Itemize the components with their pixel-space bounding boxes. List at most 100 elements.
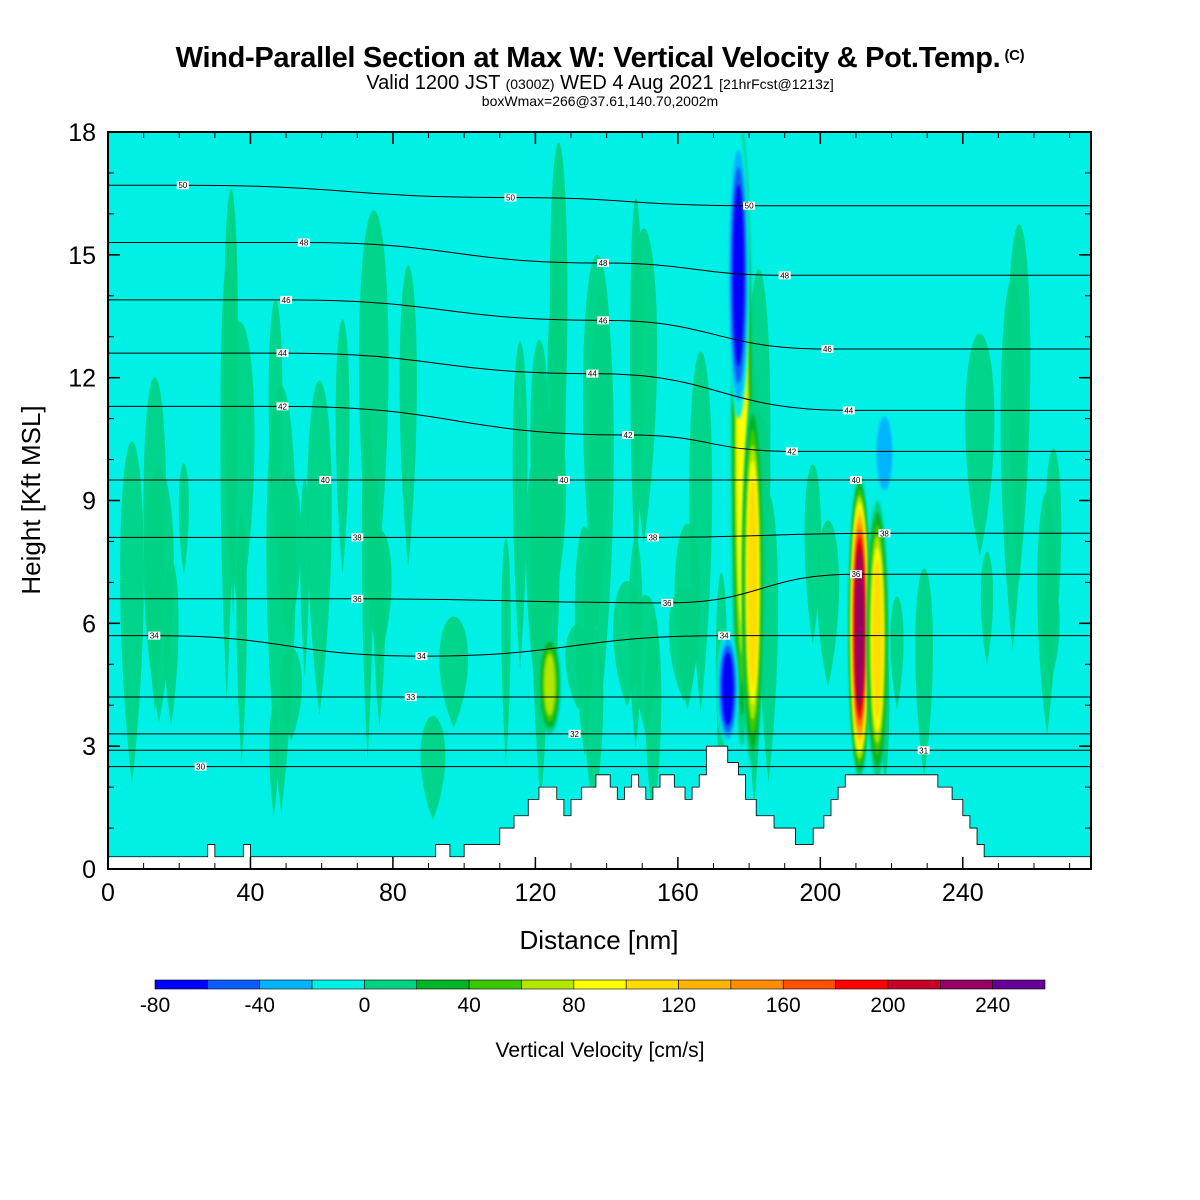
isentrope-label: 36 — [849, 570, 862, 579]
colorbar-swatch — [678, 979, 732, 990]
colorbar-tick-label: -80 — [140, 994, 170, 1017]
weak-updraft-patch — [890, 596, 904, 710]
terrain-mask — [108, 745, 1091, 869]
isentrope-line — [108, 573, 1091, 604]
isentrope-label: 38 — [351, 533, 364, 542]
colorbar-swatch — [730, 979, 784, 990]
weak-updraft-patch — [804, 464, 822, 645]
x-tick-label: 80 — [379, 879, 407, 907]
isentrope-label-text: 30 — [196, 763, 205, 772]
isentrope-label: 36 — [351, 594, 364, 604]
x-tick-label: 160 — [657, 879, 699, 907]
colorbar-tick-label: -40 — [245, 994, 275, 1017]
isentrope-label-text: 46 — [599, 316, 608, 325]
isentrope-label: 42 — [621, 430, 634, 440]
x-tick-label: 120 — [515, 879, 557, 907]
isentrope-label: 48 — [597, 259, 610, 268]
isentrope-label-text: 38 — [648, 533, 657, 542]
chart-title: Wind-Parallel Section at Max W: Vertical… — [0, 42, 1200, 75]
colorbar-swatch — [573, 979, 627, 990]
updraft-core — [747, 476, 758, 689]
isentrope-label-text: 44 — [844, 406, 853, 415]
isentrope-label: 44 — [586, 369, 599, 379]
weak-updraft-patch — [120, 441, 144, 784]
isentrope-label: 38 — [646, 533, 659, 542]
isentrope-label-text: 46 — [823, 345, 832, 354]
isentrope-label: 50 — [743, 201, 756, 211]
weak-updraft-patch — [1045, 448, 1062, 654]
colorbar-swatch — [939, 979, 993, 990]
isentrope-label: 34 — [415, 652, 428, 661]
isentrope-label-text: 36 — [353, 595, 362, 604]
isentrope-label: 40 — [557, 476, 570, 485]
colorbar-tick-label: 120 — [661, 994, 696, 1017]
updraft-core — [872, 559, 883, 721]
downdraft-core — [876, 416, 893, 491]
colorbar-tick-label: 40 — [457, 994, 480, 1017]
weak-updraft-patch — [644, 620, 662, 822]
isentrope-label: 44 — [842, 406, 855, 415]
isentrope-label-text: 31 — [919, 746, 928, 755]
isentrope-label-text: 48 — [780, 271, 789, 280]
terrain — [108, 745, 1091, 869]
isentrope-label-text: 34 — [720, 632, 729, 641]
isentrope-label: 38 — [878, 529, 891, 538]
isentrope-label-text: 38 — [880, 529, 889, 538]
colorbar-tick-label: 160 — [766, 994, 801, 1017]
isentrope-label-text: 33 — [406, 693, 415, 702]
isentrope-label-text: 40 — [321, 476, 330, 485]
isentrope-label: 32 — [568, 729, 581, 739]
weak-updraft-patch — [550, 255, 562, 670]
weak-updraft-patch — [915, 568, 933, 777]
weak-updraft-patch — [628, 539, 643, 749]
isentrope-label: 42 — [785, 447, 798, 456]
isentrope-label: 48 — [297, 238, 310, 248]
y-tick-label: 12 — [68, 365, 96, 393]
colorbar-swatch — [992, 979, 1046, 990]
isentrope-label: 50 — [176, 181, 189, 190]
weak-updraft-patch — [439, 616, 469, 728]
colorbar-label: Vertical Velocity [cm/s] — [496, 1039, 705, 1062]
colorbar-swatch — [364, 979, 418, 990]
weak-updraft-patch — [399, 265, 417, 568]
isentrope-label-text: 50 — [506, 194, 515, 203]
weak-updraft-patch — [630, 228, 658, 545]
weak-updraft-patch — [420, 715, 446, 821]
chart-title-text: Wind-Parallel Section at Max W: Vertical… — [175, 42, 1001, 74]
colorbar-tick-label: 0 — [359, 994, 371, 1017]
isentrope-label-text: 36 — [663, 599, 672, 608]
weak-updraft-patch — [224, 321, 255, 621]
isentrope-label: 48 — [778, 271, 791, 280]
weak-updraft-patch — [361, 469, 379, 554]
valid-date-label: WED 4 Aug 2021 — [560, 72, 714, 94]
isentrope-label-text: 50 — [745, 202, 754, 211]
isentrope-label-text: 42 — [278, 402, 287, 411]
isentrope-label-text: 44 — [588, 370, 597, 379]
colorbar-tick-label: 200 — [870, 994, 905, 1017]
y-tick-label: 0 — [82, 856, 96, 884]
y-tick-label: 9 — [82, 488, 96, 516]
colorbar-swatch — [835, 979, 889, 990]
weak-updraft-patch — [980, 551, 994, 666]
weak-updraft-patch — [307, 380, 332, 716]
box-info-label: boxWmax=266@37.61,140.70,2002m — [481, 93, 719, 109]
colorbar-swatch — [782, 979, 836, 990]
weak-updraft-patch — [574, 526, 595, 757]
y-tick-label: 15 — [68, 242, 96, 270]
isentrope-label-text: 46 — [282, 296, 291, 305]
x-axis-label: Distance [nm] — [520, 925, 679, 955]
isentrope-label-text: 34 — [417, 652, 426, 661]
isentrope-label: 40 — [849, 476, 862, 485]
isentrope-label: 34 — [148, 631, 161, 641]
colorbar-swatch — [207, 979, 261, 990]
weak-updraft-patch — [501, 538, 511, 765]
isentrope-label-text: 32 — [570, 730, 579, 739]
isentrope-label-text: 38 — [353, 533, 362, 542]
x-tick-label: 0 — [101, 879, 115, 907]
isentrope-label: 36 — [661, 598, 674, 608]
weak-updraft-patch — [300, 478, 310, 677]
downdraft-core — [732, 184, 745, 367]
updraft-core — [855, 549, 864, 706]
isentrope-label-text: 48 — [599, 259, 608, 268]
